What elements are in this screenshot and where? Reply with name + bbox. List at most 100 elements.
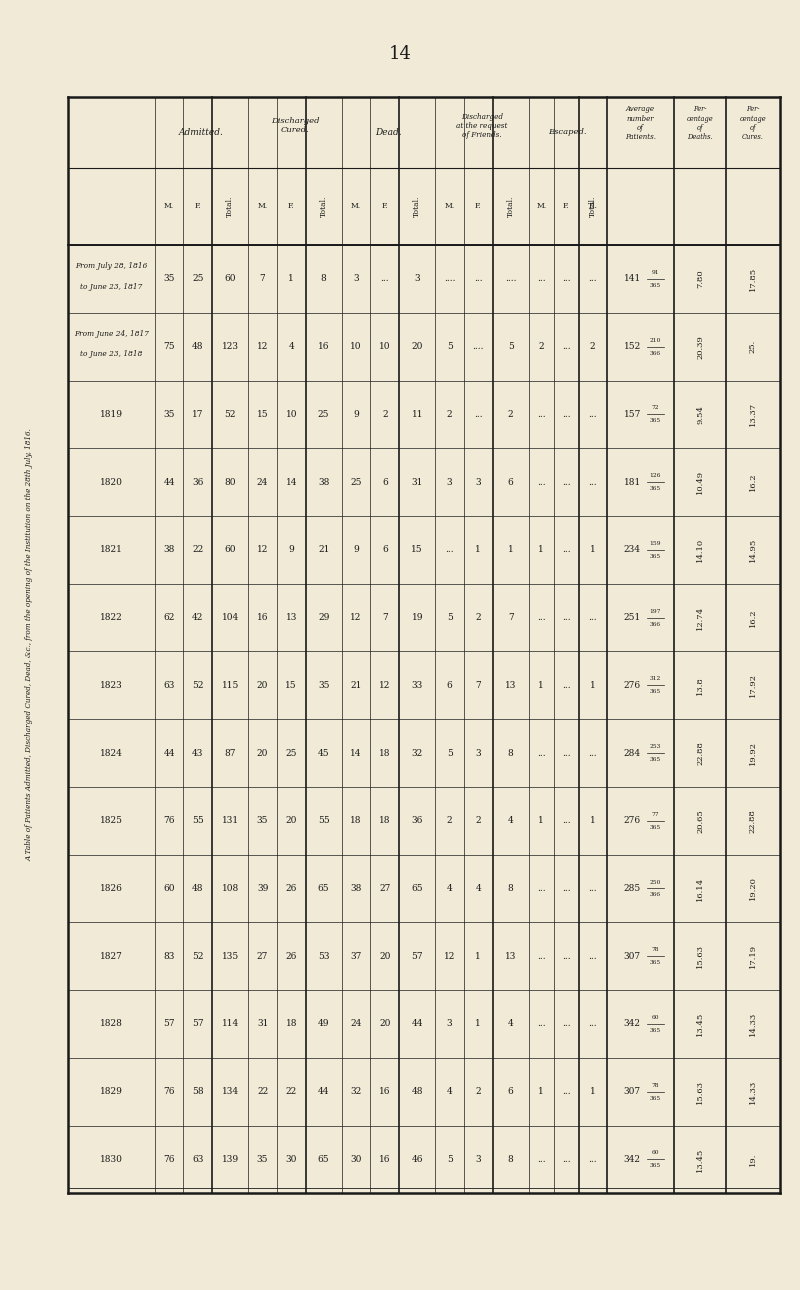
Text: 115: 115 bbox=[222, 681, 239, 690]
Text: 75: 75 bbox=[163, 342, 175, 351]
Text: 12: 12 bbox=[444, 952, 455, 961]
Text: 18: 18 bbox=[379, 817, 390, 826]
Text: 16.2: 16.2 bbox=[749, 473, 757, 491]
Text: 22: 22 bbox=[192, 546, 203, 555]
Text: 18: 18 bbox=[350, 817, 362, 826]
Text: ....: .... bbox=[505, 275, 517, 284]
Text: ...: ... bbox=[562, 1155, 570, 1164]
Text: Dead.: Dead. bbox=[375, 128, 402, 137]
Text: ...: ... bbox=[562, 410, 570, 419]
Text: 48: 48 bbox=[411, 1087, 423, 1096]
Text: 1820: 1820 bbox=[100, 477, 123, 486]
Text: 139: 139 bbox=[222, 1155, 238, 1164]
Text: 52: 52 bbox=[192, 952, 203, 961]
Text: ...: ... bbox=[562, 748, 570, 757]
Text: 1825: 1825 bbox=[100, 817, 123, 826]
Text: 4: 4 bbox=[446, 884, 453, 893]
Text: 13.45: 13.45 bbox=[696, 1011, 704, 1036]
Text: 365: 365 bbox=[650, 1164, 661, 1169]
Text: 16: 16 bbox=[379, 1087, 390, 1096]
Text: ...: ... bbox=[588, 748, 597, 757]
Text: 17.85: 17.85 bbox=[749, 267, 757, 292]
Text: to June 23, 1818: to June 23, 1818 bbox=[80, 351, 142, 359]
Text: 35: 35 bbox=[163, 410, 175, 419]
Text: 6: 6 bbox=[508, 477, 514, 486]
Text: 22.88: 22.88 bbox=[696, 740, 704, 765]
Text: 65: 65 bbox=[411, 884, 423, 893]
Text: 22: 22 bbox=[286, 1087, 297, 1096]
Text: 126: 126 bbox=[650, 473, 661, 479]
Text: 38: 38 bbox=[350, 884, 362, 893]
Text: 30: 30 bbox=[286, 1155, 297, 1164]
Text: 5: 5 bbox=[446, 613, 453, 622]
Text: 27: 27 bbox=[379, 884, 390, 893]
Text: 8: 8 bbox=[508, 884, 514, 893]
Text: 13: 13 bbox=[286, 613, 297, 622]
Text: ...: ... bbox=[562, 613, 570, 622]
Text: 11: 11 bbox=[411, 410, 423, 419]
Text: 342: 342 bbox=[624, 1019, 641, 1028]
Text: 366: 366 bbox=[650, 893, 661, 898]
Text: 181: 181 bbox=[624, 477, 641, 486]
Text: 1: 1 bbox=[475, 952, 481, 961]
Text: 32: 32 bbox=[350, 1087, 362, 1096]
Text: 60: 60 bbox=[225, 275, 236, 284]
Text: 366: 366 bbox=[650, 622, 661, 627]
Text: 25: 25 bbox=[286, 748, 297, 757]
Text: 25: 25 bbox=[350, 477, 362, 486]
Text: 2: 2 bbox=[382, 410, 387, 419]
Text: 7.80: 7.80 bbox=[696, 270, 704, 288]
Text: 20: 20 bbox=[286, 817, 297, 826]
Text: 15: 15 bbox=[286, 681, 297, 690]
Text: 9.54: 9.54 bbox=[696, 405, 704, 424]
Text: 14: 14 bbox=[350, 748, 362, 757]
Text: 43: 43 bbox=[192, 748, 203, 757]
Text: 5: 5 bbox=[446, 748, 453, 757]
Text: 141: 141 bbox=[624, 275, 641, 284]
Text: 76: 76 bbox=[163, 1087, 175, 1096]
Text: ...: ... bbox=[537, 884, 546, 893]
Text: 2: 2 bbox=[475, 613, 481, 622]
Text: 152: 152 bbox=[624, 342, 641, 351]
Text: ...: ... bbox=[537, 410, 546, 419]
Text: ...: ... bbox=[588, 613, 597, 622]
Text: 7: 7 bbox=[508, 613, 514, 622]
Text: 1: 1 bbox=[590, 681, 595, 690]
Text: F.: F. bbox=[475, 203, 482, 210]
Text: 12: 12 bbox=[257, 546, 268, 555]
Text: ...: ... bbox=[537, 1019, 546, 1028]
Text: 52: 52 bbox=[225, 410, 236, 419]
Text: Average
number
of
Patients.: Average number of Patients. bbox=[625, 106, 656, 141]
Text: 35: 35 bbox=[257, 1155, 268, 1164]
Text: ...: ... bbox=[562, 952, 570, 961]
Text: 1: 1 bbox=[590, 546, 595, 555]
Text: 15: 15 bbox=[411, 546, 423, 555]
Text: 365: 365 bbox=[650, 283, 661, 288]
Text: 104: 104 bbox=[222, 613, 238, 622]
Text: 6: 6 bbox=[446, 681, 453, 690]
Text: 2: 2 bbox=[538, 342, 544, 351]
Text: 29: 29 bbox=[318, 613, 330, 622]
Text: 2: 2 bbox=[475, 817, 481, 826]
Text: 57: 57 bbox=[192, 1019, 203, 1028]
Text: Per-
centage
of
Deaths.: Per- centage of Deaths. bbox=[686, 106, 714, 141]
Text: 6: 6 bbox=[382, 546, 388, 555]
Text: 1: 1 bbox=[508, 546, 514, 555]
Text: 16.2: 16.2 bbox=[749, 609, 757, 627]
Text: 3: 3 bbox=[354, 275, 359, 284]
Text: ...: ... bbox=[588, 275, 597, 284]
Text: 31: 31 bbox=[257, 1019, 268, 1028]
Text: 210: 210 bbox=[650, 338, 661, 343]
Text: 19.20: 19.20 bbox=[749, 876, 757, 900]
Text: 197: 197 bbox=[650, 609, 661, 614]
Text: 19: 19 bbox=[411, 613, 423, 622]
Text: 157: 157 bbox=[624, 410, 641, 419]
Text: 55: 55 bbox=[192, 817, 204, 826]
Text: 1: 1 bbox=[475, 1019, 481, 1028]
Text: 60: 60 bbox=[652, 1151, 659, 1156]
Text: 58: 58 bbox=[192, 1087, 203, 1096]
Text: 13.37: 13.37 bbox=[749, 402, 757, 427]
Text: 60: 60 bbox=[163, 884, 175, 893]
Text: 24: 24 bbox=[350, 1019, 362, 1028]
Text: 30: 30 bbox=[350, 1155, 362, 1164]
